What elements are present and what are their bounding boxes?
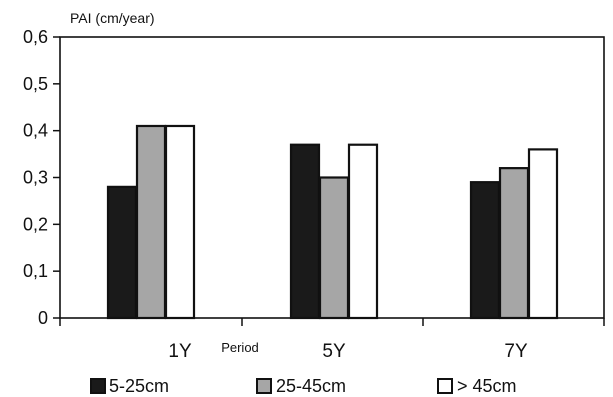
y-tick-label: 0,3 (23, 168, 48, 188)
x-tick-label: 7Y (504, 341, 528, 362)
legend-label: 5-25cm (109, 376, 169, 396)
y-tick-label: 0,6 (23, 27, 48, 47)
y-tick-label: 0,4 (23, 121, 48, 141)
bar (108, 187, 136, 318)
bar (166, 126, 194, 318)
bar (500, 168, 528, 318)
bar (320, 178, 348, 319)
legend-swatch (438, 379, 452, 393)
x-axis-title: Period (221, 340, 259, 355)
y-tick-label: 0,1 (23, 261, 48, 281)
x-tick-label: 1Y (168, 341, 192, 362)
y-axis-title: PAI (cm/year) (70, 10, 155, 26)
x-tick-label: 5Y (322, 341, 346, 362)
bar (471, 182, 499, 318)
bar (349, 145, 377, 318)
legend-label: 25-45cm (276, 376, 346, 396)
bar (291, 145, 319, 318)
y-tick-label: 0,2 (23, 214, 48, 234)
legend-swatch (257, 379, 271, 393)
bar (529, 149, 557, 318)
y-tick-label: 0 (38, 308, 48, 328)
legend-swatch (91, 379, 105, 393)
legend-label: > 45cm (457, 376, 517, 396)
bar (137, 126, 165, 318)
y-tick-label: 0,5 (23, 74, 48, 94)
